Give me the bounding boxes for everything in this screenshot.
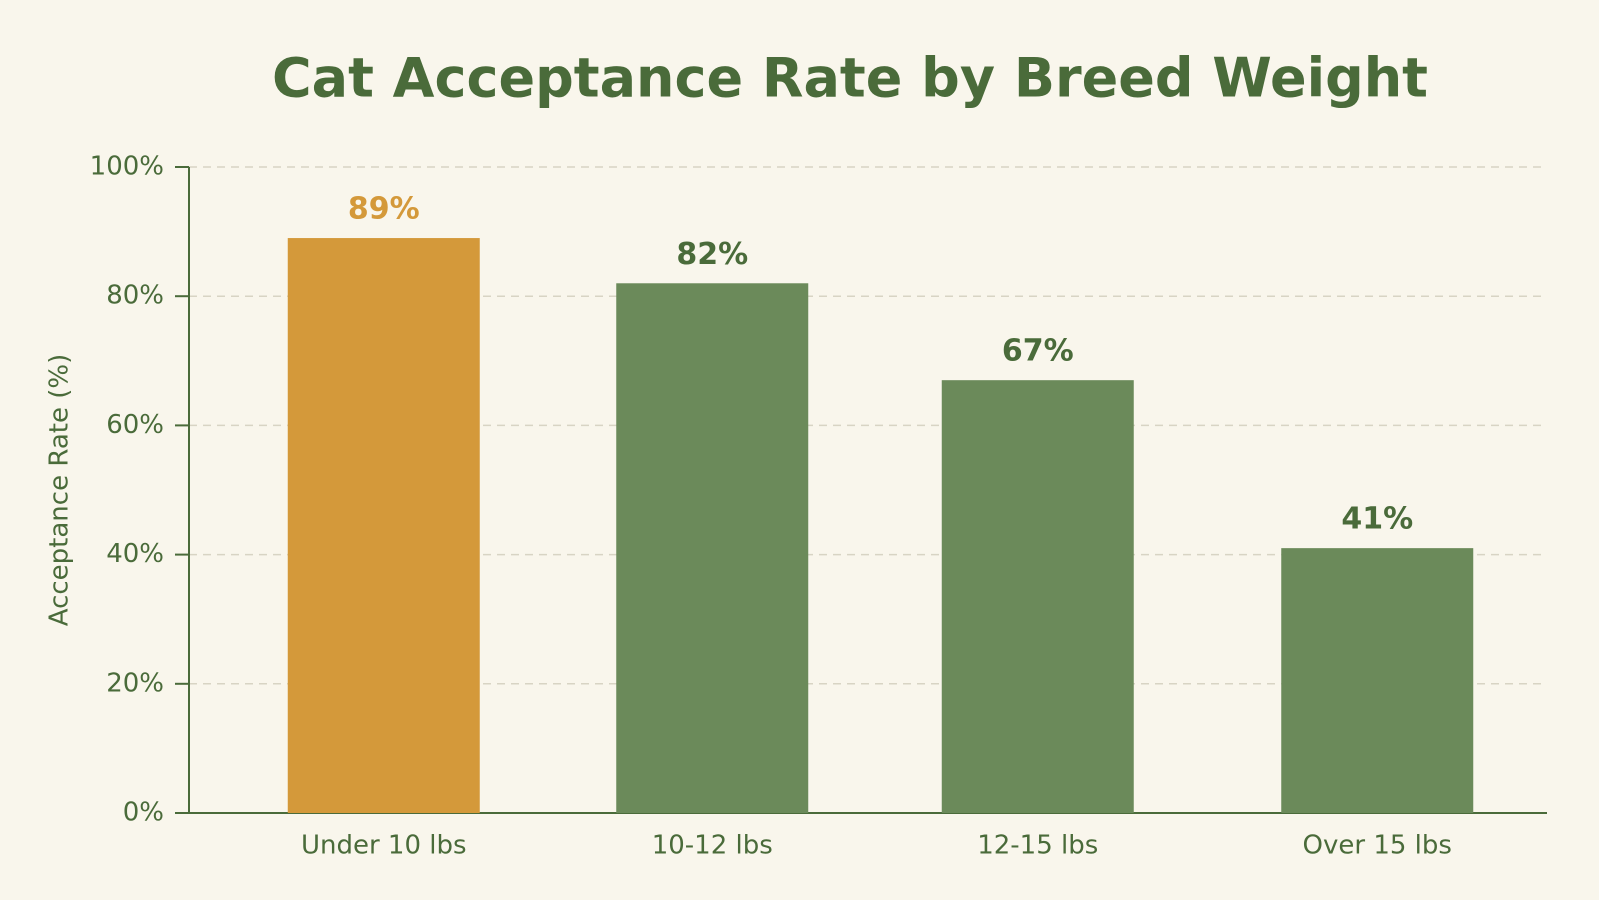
y-tick-label: 60% <box>106 410 164 440</box>
y-axis-label: Acceptance Rate (%) <box>45 354 75 626</box>
bar <box>941 380 1134 813</box>
y-tick-label: 100% <box>90 152 164 182</box>
value-label: 41% <box>1341 502 1413 537</box>
y-tick-label: 40% <box>106 539 164 569</box>
chart-title: Cat Acceptance Rate by Breed Weight <box>272 47 1428 110</box>
bar <box>1281 548 1474 813</box>
value-label: 89% <box>348 192 420 227</box>
x-tick-label: Under 10 lbs <box>301 831 467 861</box>
value-label: 67% <box>1002 334 1074 369</box>
value-label: 82% <box>676 237 748 272</box>
y-tick-label: 80% <box>106 281 164 311</box>
x-tick-label: Over 15 lbs <box>1303 831 1452 861</box>
y-tick-label: 0% <box>123 798 164 828</box>
y-tick-label: 20% <box>106 668 164 698</box>
x-tick-label: 10-12 lbs <box>652 831 773 861</box>
bar <box>287 238 480 813</box>
bar <box>616 283 809 813</box>
x-tick-label: 12-15 lbs <box>977 831 1098 861</box>
